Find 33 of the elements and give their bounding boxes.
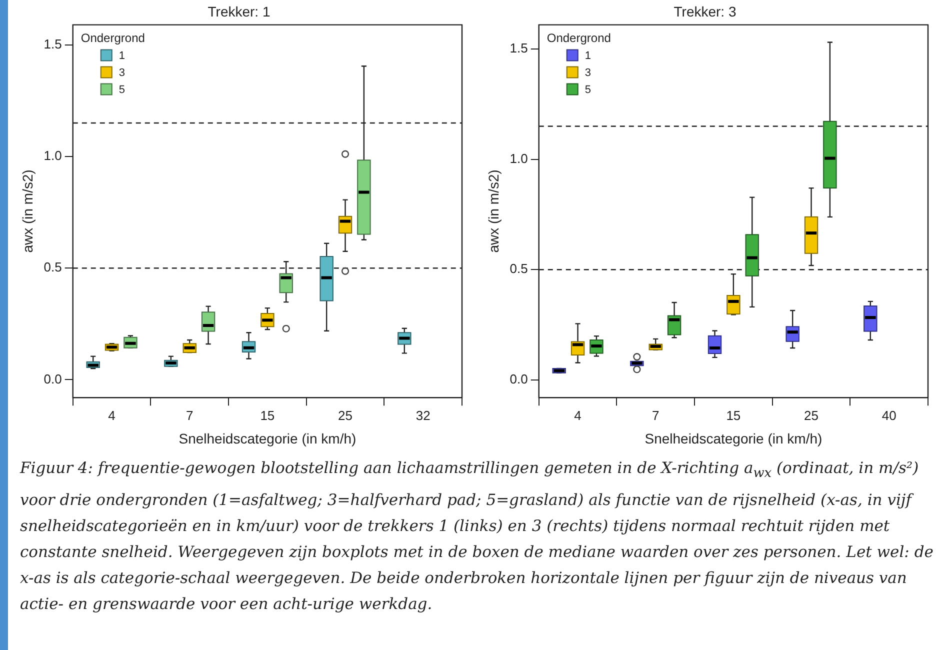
- x-axis-title: Snelheidscategorie (in km/h): [178, 430, 356, 446]
- legend-label: 1: [584, 50, 591, 62]
- x-tick-label: 32: [416, 408, 430, 423]
- y-tick-label: 1.5: [44, 36, 62, 52]
- y-tick-label: 0.5: [44, 260, 62, 275]
- x-tick-label: 4: [574, 408, 582, 423]
- legend-label: 5: [584, 84, 591, 96]
- y-axis-title: awx (in m/s2): [19, 170, 36, 253]
- text: Figuur 4: frequentie-gewogen blootstelling aan lichaamstrillingen gemeten in de X-richting a$_{wx}$ (ordinaat, in m/s²) voor drie ondergronden (1=asfaltweg; 3=halfverhard pad; 5=grasland) als functie van de rijsnelheid (x-as, in vijf snelheidscategorieën en in km/uur) voor de trekkers 1 (links) en 3 (rechts) tijdens normaal rechtuit rijden met constante snelheid. Weergegeven zijn boxplots met in de boxen de mediane waarden over zes personen. Let wel: de x-as is als categorie-schaal weergegeven. De beide onderbroken horizontale lijnen per figuur zijn de niveaus van actie- en grenswaarde voor een acht-urige werkdag.: [20, 458, 934, 616]
- y-tick-label: 1.5: [510, 40, 528, 56]
- y-tick-label: 1.0: [44, 148, 62, 164]
- x-tick-label: 15: [260, 408, 275, 423]
- y-tick-label: 0.5: [510, 261, 528, 276]
- y-tick-label: 0.0: [44, 371, 62, 386]
- x-tick-label: 25: [804, 408, 818, 423]
- legend-title: Ondergrond: [546, 31, 611, 46]
- x-tick-label: 40: [882, 408, 896, 423]
- legend-title: Ondergrond: [80, 31, 145, 46]
- x-tick-label: 4: [108, 408, 116, 423]
- x-tick-label: 15: [726, 408, 741, 423]
- y-tick-label: 0.0: [510, 372, 528, 387]
- legend-label: 3: [584, 66, 591, 79]
- chart-title: Trekker: 1: [208, 3, 270, 20]
- y-tick-label: 1.0: [510, 150, 528, 166]
- legend-label: 1: [118, 50, 125, 62]
- legend-label: 3: [118, 66, 125, 79]
- x-tick-label: 7: [186, 408, 194, 423]
- chart-title: Trekker: 3: [674, 3, 736, 20]
- x-tick-label: 25: [338, 408, 352, 423]
- legend-label: 5: [118, 84, 125, 96]
- y-axis-title: awx (in m/s2): [485, 170, 502, 253]
- x-tick-label: 7: [652, 408, 660, 423]
- x-axis-title: Snelheidscategorie (in km/h): [644, 430, 822, 446]
